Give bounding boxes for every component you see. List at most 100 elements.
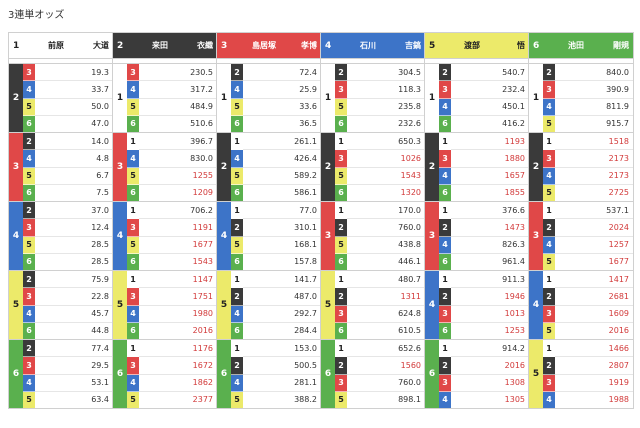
odds-value[interactable]: 961.4 [502, 257, 525, 267]
odds-value[interactable]: 1305 [504, 395, 525, 405]
odds-value[interactable]: 63.4 [91, 395, 109, 405]
odds-value[interactable]: 1466 [555, 340, 633, 358]
odds-value[interactable]: 1609 [555, 306, 633, 323]
odds-value[interactable]: 232.6 [398, 119, 421, 129]
odds-value[interactable]: 6.7 [35, 168, 113, 185]
odds-value[interactable]: 914.2 [451, 340, 529, 358]
odds-value[interactable]: 317.2 [139, 81, 217, 99]
odds-value[interactable]: 586.1 [294, 188, 317, 198]
odds-value[interactable]: 1320 [400, 188, 421, 198]
odds-value[interactable]: 2377 [192, 395, 213, 405]
odds-value[interactable]: 1980 [139, 306, 217, 323]
odds-value[interactable]: 898.1 [398, 395, 421, 405]
odds-value[interactable]: 1255 [139, 168, 217, 185]
odds-value[interactable]: 28.5 [91, 257, 109, 267]
odds-value[interactable]: 1209 [192, 188, 213, 198]
odds-value[interactable]: 390.9 [555, 81, 633, 99]
odds-value[interactable]: 652.6 [347, 340, 425, 358]
odds-value[interactable]: 7.5 [96, 188, 109, 198]
odds-value[interactable]: 2016 [451, 357, 529, 375]
odds-value[interactable]: 4.8 [35, 150, 113, 168]
odds-value[interactable]: 1257 [555, 237, 633, 254]
odds-value[interactable]: 480.7 [347, 271, 425, 289]
odds-value[interactable]: 1473 [451, 219, 529, 237]
odds-value[interactable]: 1677 [139, 237, 217, 254]
odds-value[interactable]: 1862 [139, 375, 217, 392]
odds-value[interactable]: 426.4 [243, 150, 321, 168]
odds-value[interactable]: 1751 [139, 288, 217, 306]
odds-value[interactable]: 416.2 [502, 119, 525, 129]
odds-value[interactable]: 281.1 [243, 375, 321, 392]
odds-value[interactable]: 2024 [555, 219, 633, 237]
odds-value[interactable]: 1677 [608, 257, 629, 267]
odds-value[interactable]: 911.3 [451, 271, 529, 289]
odds-value[interactable]: 235.8 [347, 99, 425, 116]
odds-value[interactable]: 1560 [347, 357, 425, 375]
odds-value[interactable]: 75.9 [35, 271, 113, 289]
odds-value[interactable]: 510.6 [190, 119, 213, 129]
odds-value[interactable]: 826.3 [451, 237, 529, 254]
odds-value[interactable]: 396.7 [139, 133, 217, 151]
odds-value[interactable]: 53.1 [35, 375, 113, 392]
odds-value[interactable]: 2173 [555, 150, 633, 168]
odds-value[interactable]: 141.7 [243, 271, 321, 289]
odds-value[interactable]: 811.9 [555, 99, 633, 116]
odds-value[interactable]: 438.8 [347, 237, 425, 254]
odds-value[interactable]: 153.0 [243, 340, 321, 358]
odds-value[interactable]: 2016 [192, 326, 213, 336]
odds-value[interactable]: 1880 [451, 150, 529, 168]
odds-value[interactable]: 1855 [504, 188, 525, 198]
odds-value[interactable]: 29.5 [35, 357, 113, 375]
odds-value[interactable]: 1672 [139, 357, 217, 375]
odds-value[interactable]: 1543 [192, 257, 213, 267]
odds-value[interactable]: 1543 [347, 168, 425, 185]
odds-value[interactable]: 2681 [555, 288, 633, 306]
odds-value[interactable]: 33.6 [243, 99, 321, 116]
odds-value[interactable]: 1946 [451, 288, 529, 306]
odds-value[interactable]: 376.6 [451, 202, 529, 220]
odds-value[interactable]: 19.3 [35, 64, 113, 82]
odds-value[interactable]: 304.5 [347, 64, 425, 82]
odds-value[interactable]: 310.1 [243, 219, 321, 237]
odds-value[interactable]: 28.5 [35, 237, 113, 254]
odds-value[interactable]: 2807 [555, 357, 633, 375]
odds-value[interactable]: 77.0 [243, 202, 321, 220]
odds-value[interactable]: 500.5 [243, 357, 321, 375]
odds-value[interactable]: 33.7 [35, 81, 113, 99]
odds-value[interactable]: 1013 [451, 306, 529, 323]
odds-value[interactable]: 22.8 [35, 288, 113, 306]
odds-value[interactable]: 1518 [555, 133, 633, 151]
odds-value[interactable]: 77.4 [35, 340, 113, 358]
odds-value[interactable]: 760.0 [347, 375, 425, 392]
odds-value[interactable]: 840.0 [555, 64, 633, 82]
odds-value[interactable]: 1311 [347, 288, 425, 306]
odds-value[interactable]: 45.7 [35, 306, 113, 323]
odds-value[interactable]: 168.1 [243, 237, 321, 254]
odds-value[interactable]: 14.0 [35, 133, 113, 151]
odds-value[interactable]: 37.0 [35, 202, 113, 220]
odds-value[interactable]: 1191 [139, 219, 217, 237]
odds-value[interactable]: 1308 [451, 375, 529, 392]
odds-value[interactable]: 706.2 [139, 202, 217, 220]
odds-value[interactable]: 450.1 [451, 99, 529, 116]
odds-value[interactable]: 44.8 [91, 326, 109, 336]
odds-value[interactable]: 36.5 [299, 119, 317, 129]
odds-value[interactable]: 1026 [347, 150, 425, 168]
odds-value[interactable]: 284.4 [294, 326, 317, 336]
odds-value[interactable]: 540.7 [451, 64, 529, 82]
odds-value[interactable]: 47.0 [91, 119, 109, 129]
odds-value[interactable]: 170.0 [347, 202, 425, 220]
odds-value[interactable]: 1147 [139, 271, 217, 289]
odds-value[interactable]: 118.3 [347, 81, 425, 99]
odds-value[interactable]: 157.8 [294, 257, 317, 267]
odds-value[interactable]: 25.9 [243, 81, 321, 99]
odds-value[interactable]: 915.7 [606, 119, 629, 129]
odds-value[interactable]: 446.1 [398, 257, 421, 267]
odds-value[interactable]: 624.8 [347, 306, 425, 323]
odds-value[interactable]: 2725 [608, 188, 629, 198]
odds-value[interactable]: 830.0 [139, 150, 217, 168]
odds-value[interactable]: 292.7 [243, 306, 321, 323]
odds-value[interactable]: 1193 [451, 133, 529, 151]
odds-value[interactable]: 50.0 [35, 99, 113, 116]
odds-value[interactable]: 1919 [555, 375, 633, 392]
